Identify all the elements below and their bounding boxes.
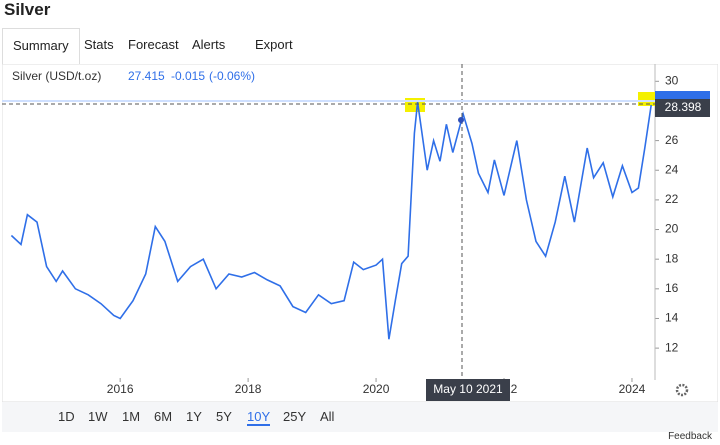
range-button[interactable]: 1W [88,409,108,424]
y-tick-label: 14 [665,311,679,325]
tab[interactable]: Export [255,37,293,52]
x-tick-label: 2018 [235,382,262,396]
y-tick-label: 22 [665,192,679,206]
crosshair-label-bg [426,379,510,401]
range-button[interactable]: All [320,409,335,424]
last-value-label: 28.398 [665,100,702,114]
legend-change: -0.015 [171,69,205,83]
cursor-band [2,100,655,102]
crosshair-dot [458,117,464,123]
range-button[interactable]: 10Y [247,409,271,426]
x-tick-label: 2024 [619,382,646,396]
page-title: Silver [4,0,51,19]
legend-name: Silver (USD/t.oz) [12,69,101,83]
legend-price: 27.415 [128,69,165,83]
range-button[interactable]: 5Y [216,409,232,424]
range-button[interactable]: 1Y [186,409,202,424]
y-tick-label: 16 [665,281,679,295]
y-tick-label: 18 [665,251,679,265]
y-tick-label: 20 [665,222,679,236]
x-tick-label: 2016 [107,382,134,396]
y-tick-label: 12 [665,340,679,354]
tab-bar: Summary Stats Forecast Alerts Export [2,28,718,66]
legend-change-pct: (-0.06%) [209,69,255,83]
highlight [638,92,658,106]
feedback-link[interactable]: Feedback [668,431,712,442]
settings-icon [675,383,689,397]
tab[interactable]: Summary [2,28,80,66]
x-tick-label: 2020 [363,382,390,396]
y-tick-label: 24 [665,162,679,176]
chart: Silver (USD/t.oz) 27.415 -0.015 (-0.06%)… [2,64,718,402]
range-button[interactable]: 1D [58,409,75,424]
last-value-bg-blue [655,91,710,101]
y-tick-label: 30 [665,73,679,87]
price-line [10,101,652,340]
tab[interactable]: Forecast [128,37,179,52]
range-button[interactable]: 25Y [283,409,307,424]
y-tick-label: 26 [665,133,679,147]
range-button[interactable]: 6M [154,409,173,424]
chart-frame [2,64,718,402]
range-bar: 1D 1W 1M 6M 1Y 5Y 10Y 25Y All [2,402,718,432]
tab[interactable]: Alerts [192,37,226,52]
range-button[interactable]: 1M [122,409,141,424]
tab[interactable]: Stats [84,37,114,52]
last-value-bg [655,99,710,117]
crosshair-label: May 10 2021 [433,382,503,396]
